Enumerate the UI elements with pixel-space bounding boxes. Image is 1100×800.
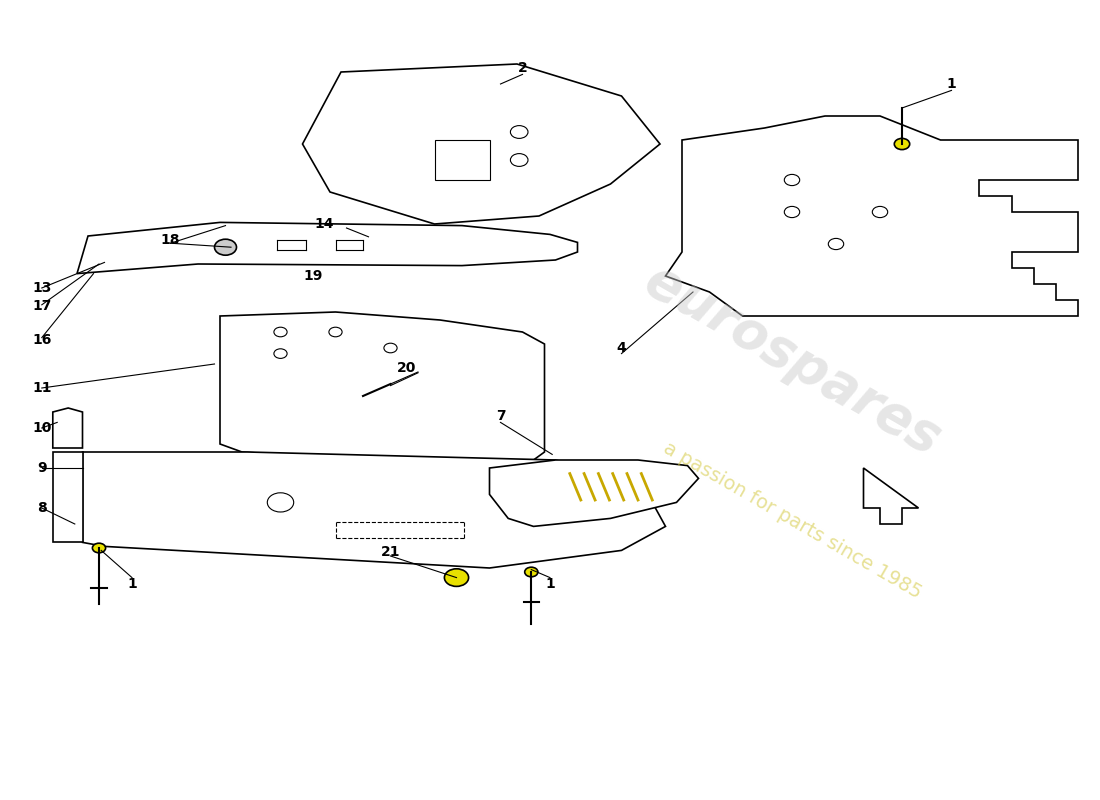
Text: 1: 1 bbox=[546, 577, 554, 591]
Polygon shape bbox=[77, 222, 578, 274]
Circle shape bbox=[92, 543, 106, 553]
Polygon shape bbox=[490, 460, 698, 526]
Text: 7: 7 bbox=[496, 409, 505, 423]
Text: 13: 13 bbox=[32, 281, 52, 295]
Text: 14: 14 bbox=[315, 217, 334, 231]
Polygon shape bbox=[220, 312, 544, 468]
Text: 4: 4 bbox=[617, 341, 626, 355]
Polygon shape bbox=[864, 468, 918, 524]
Text: 19: 19 bbox=[304, 269, 323, 283]
Circle shape bbox=[894, 138, 910, 150]
Text: 1: 1 bbox=[128, 577, 136, 591]
Circle shape bbox=[525, 567, 538, 577]
Text: 1: 1 bbox=[947, 77, 956, 91]
Text: 17: 17 bbox=[32, 299, 52, 314]
Text: eurospares: eurospares bbox=[635, 254, 949, 466]
Text: 2: 2 bbox=[518, 61, 527, 75]
Polygon shape bbox=[302, 64, 660, 224]
Text: 9: 9 bbox=[37, 461, 46, 475]
Text: 21: 21 bbox=[381, 545, 400, 559]
Text: 16: 16 bbox=[32, 333, 52, 347]
Text: 10: 10 bbox=[32, 421, 52, 435]
Polygon shape bbox=[53, 408, 82, 448]
Polygon shape bbox=[82, 452, 666, 568]
Polygon shape bbox=[666, 116, 1078, 316]
Polygon shape bbox=[434, 140, 490, 180]
Polygon shape bbox=[53, 452, 82, 542]
Text: 20: 20 bbox=[397, 361, 417, 375]
Text: 11: 11 bbox=[32, 381, 52, 395]
Text: 8: 8 bbox=[37, 501, 46, 515]
Circle shape bbox=[444, 569, 469, 586]
Circle shape bbox=[214, 239, 236, 255]
Text: 18: 18 bbox=[161, 233, 180, 247]
Text: a passion for parts since 1985: a passion for parts since 1985 bbox=[660, 438, 924, 602]
